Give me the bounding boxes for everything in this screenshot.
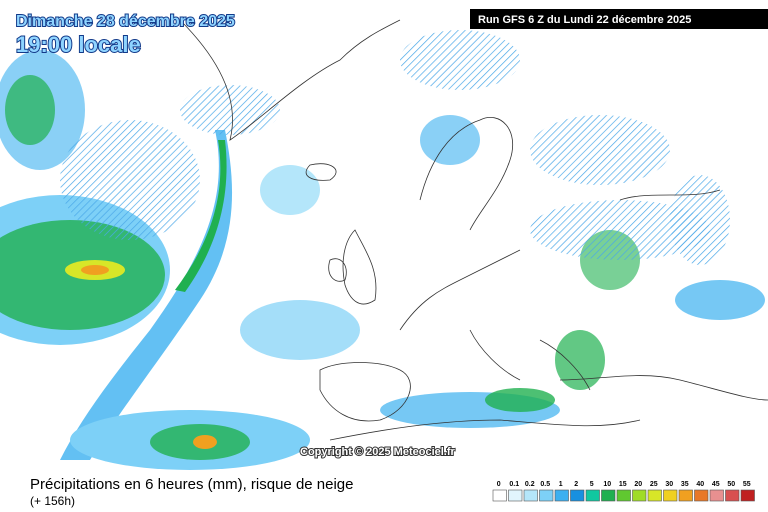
legend-swatch (539, 489, 554, 502)
copyright: Copyright © 2025 Meteociel.fr (300, 446, 456, 458)
legend-label: 0 (497, 481, 501, 488)
legend-swatch (508, 489, 523, 502)
legend-label: 50 (727, 481, 735, 488)
caption-lead: (+ 156h) (30, 494, 75, 508)
legend-swatch (632, 489, 647, 502)
legend-label: 15 (619, 481, 627, 488)
legend-swatch (585, 489, 600, 502)
legend-label: 45 (712, 481, 720, 488)
time-label: 19:00 locale (16, 32, 141, 57)
legend-label: 30 (665, 481, 673, 488)
caption-title: Précipitations en 6 heures (mm), risque … (30, 476, 354, 493)
legend-label: 55 (743, 481, 751, 488)
legend-label: 40 (696, 481, 704, 488)
legend-swatch (709, 489, 724, 502)
legend-swatch (570, 489, 585, 502)
legend-label: 0.2 (525, 481, 535, 488)
legend-swatch (694, 489, 709, 502)
legend-swatch (523, 489, 538, 502)
date-label: Dimanche 28 décembre 2025 (16, 13, 235, 30)
legend-swatch (554, 489, 569, 502)
legend-label: 0.5 (540, 481, 550, 488)
coastlines (179, 19, 768, 441)
legend-swatch (647, 489, 662, 502)
legend-label: 5 (590, 481, 594, 488)
legend-swatch (616, 489, 631, 502)
legend-swatch (492, 489, 507, 502)
precipitation-field (0, 30, 765, 470)
legend-swatch (663, 489, 678, 502)
legend-label: 35 (681, 481, 689, 488)
legend-label: 10 (603, 481, 611, 488)
legend-swatch (678, 489, 693, 502)
legend-swatch (601, 489, 616, 502)
legend-label: 1 (559, 481, 563, 488)
legend-label: 25 (650, 481, 658, 488)
run-box (470, 9, 768, 29)
legend-label: 0.1 (509, 481, 519, 488)
legend: 0 0.1 0.2 0.5 1 2 5 10 15 20 25 30 35 40 45 50 55 (492, 481, 755, 502)
legend-swatch (740, 489, 755, 502)
legend-label: 20 (634, 481, 642, 488)
legend-swatch (725, 489, 740, 502)
legend-label: 2 (574, 481, 578, 488)
run-label: Run GFS 6 Z du Lundi 22 décembre 2025 (478, 14, 691, 26)
